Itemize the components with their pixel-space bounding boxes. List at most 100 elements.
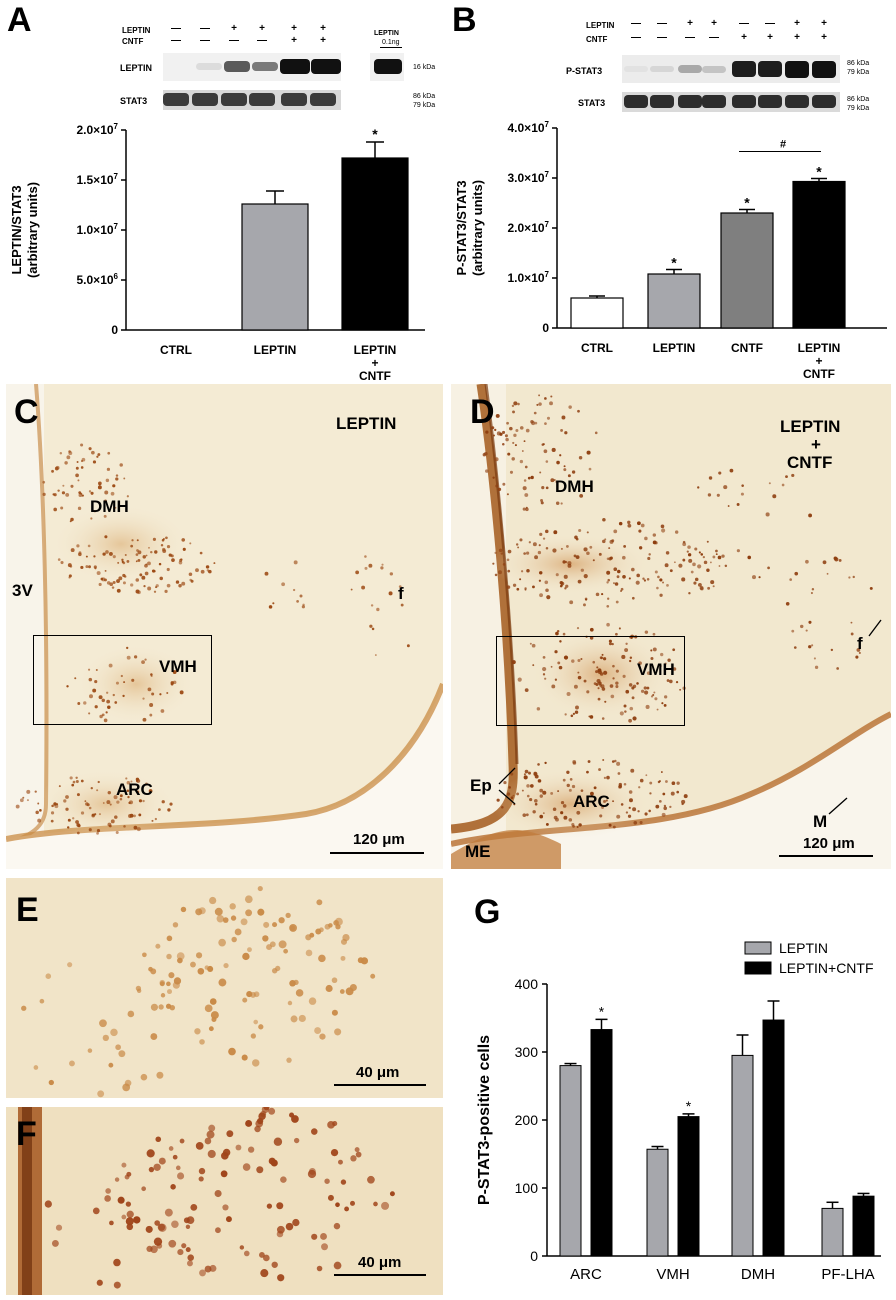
stained-cell xyxy=(850,632,854,636)
stained-cell xyxy=(575,537,579,541)
stained-cell xyxy=(189,578,192,582)
stained-cell xyxy=(114,815,118,819)
stained-nucleus xyxy=(247,947,252,953)
stained-nucleus xyxy=(133,1216,141,1224)
stained-cell xyxy=(522,813,527,817)
stained-nucleus xyxy=(183,1217,190,1224)
stained-nucleus xyxy=(271,1261,278,1268)
stained-cell xyxy=(791,629,795,633)
stained-cell xyxy=(631,567,635,572)
stained-cell xyxy=(126,780,131,785)
stained-cell xyxy=(709,561,712,564)
stained-cell xyxy=(102,802,105,804)
stained-nucleus xyxy=(197,967,205,975)
stained-cell xyxy=(272,602,275,605)
stained-nucleus xyxy=(118,1050,126,1058)
stained-cell xyxy=(563,655,569,660)
stained-cell xyxy=(133,814,136,818)
stained-cell xyxy=(523,773,526,776)
stained-cell xyxy=(604,538,607,541)
blot-a-band xyxy=(374,59,402,74)
stained-nucleus xyxy=(291,1115,299,1123)
stained-cell xyxy=(712,585,715,588)
stained-cell xyxy=(494,457,499,462)
stained-cell xyxy=(75,820,79,824)
stained-cell xyxy=(602,539,606,544)
blot-b-leptin-sign: + xyxy=(821,18,827,29)
y-tick-label-b: 1.0×107 xyxy=(508,270,550,285)
stained-cell xyxy=(558,665,563,670)
stained-cell xyxy=(135,777,140,781)
blot-b-pstat3-band xyxy=(702,65,726,73)
stained-cell xyxy=(600,656,603,660)
stained-nucleus xyxy=(160,993,166,998)
stained-cell xyxy=(65,492,70,497)
blot-b-leptin-sign: — xyxy=(739,18,749,29)
stained-cell xyxy=(131,678,135,682)
stained-cell xyxy=(586,531,589,534)
stained-nucleus xyxy=(124,1079,132,1087)
stained-cell xyxy=(540,501,544,505)
stained-cell xyxy=(615,684,619,689)
stained-cell xyxy=(715,553,718,556)
stained-cell xyxy=(19,798,24,803)
stained-cell xyxy=(350,588,353,591)
stained-cell xyxy=(601,717,605,720)
stained-nucleus xyxy=(33,1065,39,1070)
stained-cell xyxy=(543,449,548,454)
stained-nucleus xyxy=(150,968,157,975)
bar-chart-b: 0 1.0×107 2.0×107 3.0×107 4.0×107 P-STAT3/STA… xyxy=(454,120,887,381)
stained-cell xyxy=(676,781,680,785)
stained-nucleus xyxy=(69,1060,75,1067)
stained-cell xyxy=(524,588,527,591)
stained-nucleus xyxy=(328,923,333,928)
stained-nucleus xyxy=(190,961,196,968)
stained-cell xyxy=(510,772,514,776)
stained-cell xyxy=(97,780,100,784)
stained-nucleus xyxy=(214,1190,222,1198)
stained-nucleus xyxy=(235,1144,242,1151)
x-tick-label-g: PF-LHA xyxy=(821,1266,874,1283)
stained-nucleus xyxy=(226,1130,234,1138)
stained-cell xyxy=(723,485,728,490)
stained-nucleus xyxy=(215,1227,221,1234)
stained-cell xyxy=(80,492,83,495)
stained-nucleus xyxy=(150,1033,158,1040)
stained-nucleus xyxy=(290,1015,298,1023)
stained-cell xyxy=(281,582,286,587)
stained-cell xyxy=(643,686,647,690)
stained-cell xyxy=(664,662,667,665)
stained-cell xyxy=(92,460,97,464)
micrograph-d-label-ep: Ep xyxy=(470,776,492,795)
stained-cell xyxy=(643,579,647,582)
stained-cell xyxy=(533,772,538,777)
bar-g xyxy=(677,1116,700,1257)
stained-cell xyxy=(577,409,580,413)
stained-cell xyxy=(94,680,98,684)
stained-cell xyxy=(629,798,633,803)
significance-mark-b: * xyxy=(744,195,750,211)
stained-cell xyxy=(566,691,571,696)
y-tick-label-g: 100 xyxy=(515,1180,539,1196)
stained-cell xyxy=(637,810,640,813)
stained-cell xyxy=(142,555,146,559)
stained-cell xyxy=(605,799,608,802)
stained-cell xyxy=(159,693,162,696)
bar-b xyxy=(570,297,624,329)
stained-nucleus xyxy=(199,1039,205,1045)
stained-nucleus xyxy=(126,1210,134,1218)
stained-cell xyxy=(149,703,154,708)
stained-cell xyxy=(189,542,192,545)
stained-cell xyxy=(855,655,859,659)
stained-cell xyxy=(665,780,668,783)
stained-nucleus xyxy=(324,1178,330,1184)
stained-cell xyxy=(800,624,804,629)
stained-cell xyxy=(551,447,556,453)
stained-cell xyxy=(594,431,598,435)
stained-cell xyxy=(527,476,531,480)
blot-b-band-label-pstat3: P-STAT3 xyxy=(566,66,603,76)
stained-cell xyxy=(496,431,501,436)
stained-cell xyxy=(506,792,511,796)
stained-nucleus xyxy=(280,1176,287,1183)
stained-cell xyxy=(501,805,504,809)
